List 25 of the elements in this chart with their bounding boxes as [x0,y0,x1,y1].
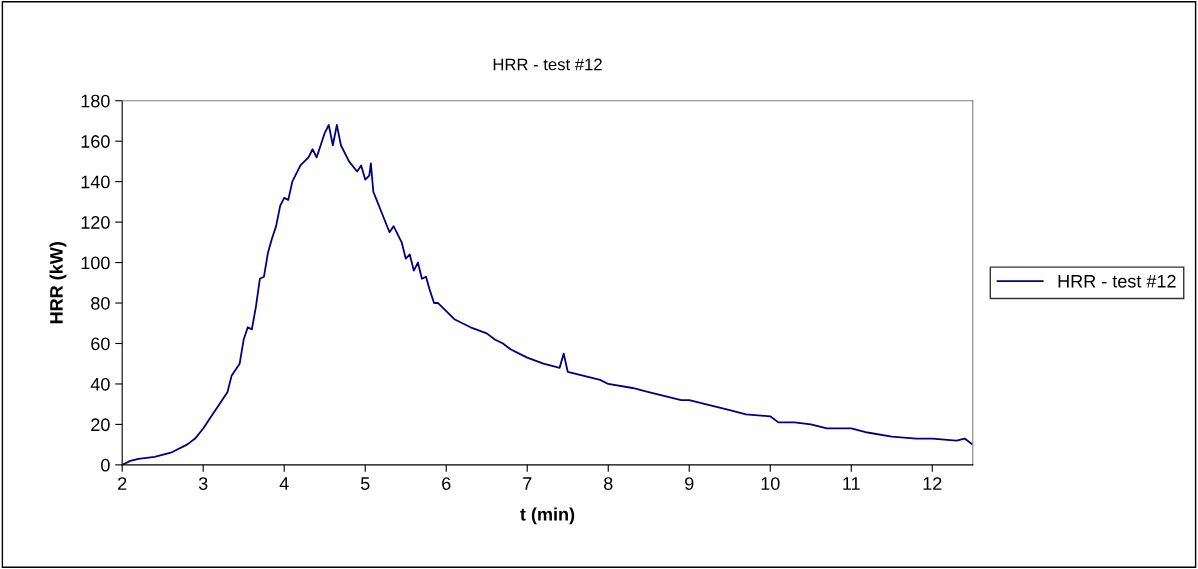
x-tick-label: 2 [118,477,127,490]
y-axis-title: HRR (kW) [49,242,67,324]
y-tick-label: 140 [81,175,110,189]
x-tick-label: 7 [523,477,532,490]
x-tick-label: 5 [360,477,370,490]
y-tick-label: 80 [91,296,110,310]
x-tick-label: 3 [198,477,208,490]
x-axis-title: t (min) [520,507,575,525]
y-tick-label: 0 [101,458,110,472]
x-tick-label: 10 [761,477,780,490]
y-tick-label: 60 [91,337,110,351]
y-tick-label: 40 [90,377,110,391]
x-tick-label: 9 [685,477,694,490]
y-tick-label: 160 [81,135,110,148]
chart-title: HRR - test #12 [493,58,602,71]
y-tick-label: 180 [81,94,110,108]
legend-label: HRR - test #12 [1058,274,1176,288]
y-tick-label: 120 [81,216,110,229]
x-tick-label: 8 [604,477,613,490]
y-tick-label: 100 [81,256,110,270]
x-tick-label: 11 [843,477,860,490]
x-tick-label: 4 [279,477,289,490]
x-tick-label: 12 [923,477,942,490]
x-tick-label: 6 [442,477,451,490]
y-tick-label: 20 [91,418,110,432]
